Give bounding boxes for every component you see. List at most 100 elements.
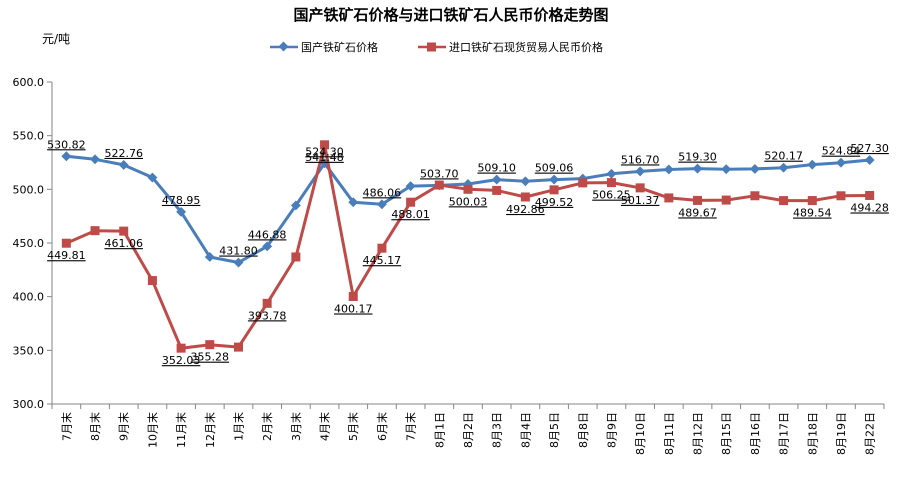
legend-label-domestic: 国产铁矿石价格 — [301, 40, 378, 54]
x-tick-label: 12月末 — [203, 412, 217, 448]
data-label-domestic: 524.84 — [822, 145, 861, 158]
x-tick-label: 7月末 — [404, 412, 418, 441]
x-tick-label: 8月1日 — [433, 412, 446, 448]
data-label-domestic: 530.82 — [47, 138, 86, 151]
data-point-import — [119, 226, 129, 236]
data-label-domestic: 509.06 — [535, 162, 574, 175]
data-point-domestic — [749, 163, 760, 174]
data-label-import: 461.06 — [104, 237, 143, 250]
data-point-import — [664, 193, 674, 203]
x-tick-label: 3月末 — [289, 412, 303, 441]
y-tick-label: 350.0 — [13, 344, 45, 357]
y-tick-label: 600.0 — [13, 76, 45, 89]
x-tick-label: 8月15日 — [720, 412, 733, 455]
data-point-domestic — [663, 164, 674, 175]
data-point-import — [520, 192, 530, 202]
x-tick-label: 8月17日 — [778, 412, 791, 455]
data-point-import — [61, 238, 71, 248]
legend: 国产铁矿石价格 进口铁矿石现货贸易人民币价格 — [270, 40, 603, 54]
data-label-import: 449.81 — [47, 249, 86, 262]
data-label-import: 393.78 — [248, 309, 287, 322]
data-point-import — [205, 340, 215, 350]
x-tick-label: 2月末 — [260, 412, 274, 441]
data-point-import — [693, 195, 703, 205]
data-point-domestic — [348, 197, 359, 208]
data-point-import — [807, 196, 817, 206]
data-point-import — [549, 185, 559, 195]
data-label-import: 494.28 — [850, 201, 889, 214]
unit-label: 元/吨 — [42, 32, 70, 46]
data-point-domestic — [864, 155, 875, 165]
data-point-import — [176, 343, 186, 353]
data-point-domestic — [61, 151, 72, 162]
data-label-domestic: 519.30 — [678, 151, 717, 164]
series-layer — [61, 140, 875, 353]
data-label-domestic: 527.30 — [850, 142, 889, 155]
x-tick-label: 8月3日 — [491, 412, 504, 448]
data-point-domestic — [290, 200, 301, 211]
data-point-domestic — [520, 176, 531, 187]
data-point-import — [578, 178, 588, 188]
series-line-domestic — [64, 154, 872, 264]
x-tick-label: 8月9日 — [605, 412, 618, 448]
data-point-domestic — [549, 174, 560, 185]
data-label-domestic: 520.17 — [764, 150, 803, 163]
data-point-import — [750, 191, 760, 201]
x-tick-label: 8月16日 — [749, 412, 762, 455]
x-tick-label: 6月末 — [375, 412, 389, 441]
data-label-domestic: 478.95 — [162, 194, 201, 207]
x-tick-label: 11月末 — [174, 412, 188, 448]
x-tick-label: 8月4日 — [519, 412, 532, 448]
data-label-import: 541.48 — [305, 151, 344, 164]
data-label-domestic: 509.10 — [477, 162, 516, 175]
y-tick-label: 300.0 — [13, 398, 45, 411]
data-point-import — [492, 185, 502, 195]
data-label-domestic: 516.70 — [621, 153, 660, 166]
data-point-domestic — [635, 166, 646, 177]
x-tick-label: 9月末 — [117, 412, 131, 441]
data-point-domestic — [233, 257, 244, 268]
data-point-domestic — [807, 159, 818, 170]
data-label-import: 489.67 — [678, 206, 717, 219]
x-tick-label: 8月2日 — [462, 412, 475, 448]
data-label-domestic: 524.30 — [305, 145, 344, 158]
data-point-domestic — [491, 174, 502, 185]
data-label-import: 506.25 — [592, 189, 631, 202]
x-tick-label: 10月末 — [145, 412, 159, 448]
x-tick-label: 8月11日 — [663, 412, 676, 455]
data-point-import — [348, 291, 358, 301]
x-tick-label: 8月22日 — [864, 412, 877, 455]
y-tick-label: 500.0 — [13, 183, 45, 196]
data-point-domestic — [836, 157, 846, 168]
data-point-domestic — [405, 181, 416, 192]
data-point-import — [233, 342, 243, 352]
x-tick-label: 8月末 — [88, 412, 102, 441]
data-point-domestic — [262, 241, 273, 252]
data-label-import: 500.03 — [449, 195, 488, 208]
series-line-import — [64, 143, 872, 350]
data-point-domestic — [606, 168, 617, 179]
data-point-import — [320, 140, 330, 150]
data-label-import: 501.37 — [621, 194, 660, 207]
data-point-import — [635, 183, 645, 193]
data-label-domestic: 522.76 — [104, 147, 143, 160]
x-tick-label: 7月末 — [59, 412, 73, 441]
x-tick-label: 8月8日 — [577, 412, 590, 448]
x-tick-label: 4月末 — [318, 412, 332, 441]
legend-marker-domestic — [278, 41, 289, 52]
data-label-domestic: 503.70 — [420, 167, 459, 180]
x-tick-label: 5月末 — [346, 412, 360, 441]
axes: 300.0 350.0 400.0 450.0 500.0 550.0 600.0 7月末 8月… — [13, 76, 885, 455]
data-point-import — [463, 184, 473, 194]
y-tick-label: 400.0 — [13, 291, 45, 304]
x-tick-label: 8月5日 — [548, 412, 561, 448]
data-label-domestic: 431.80 — [219, 245, 258, 258]
data-label-import: 488.01 — [391, 208, 430, 221]
y-tick-label: 450.0 — [13, 237, 45, 250]
data-point-import — [406, 197, 416, 207]
data-point-import — [779, 196, 789, 206]
data-label-domestic: 446.88 — [248, 228, 287, 241]
data-point-import — [721, 195, 731, 205]
